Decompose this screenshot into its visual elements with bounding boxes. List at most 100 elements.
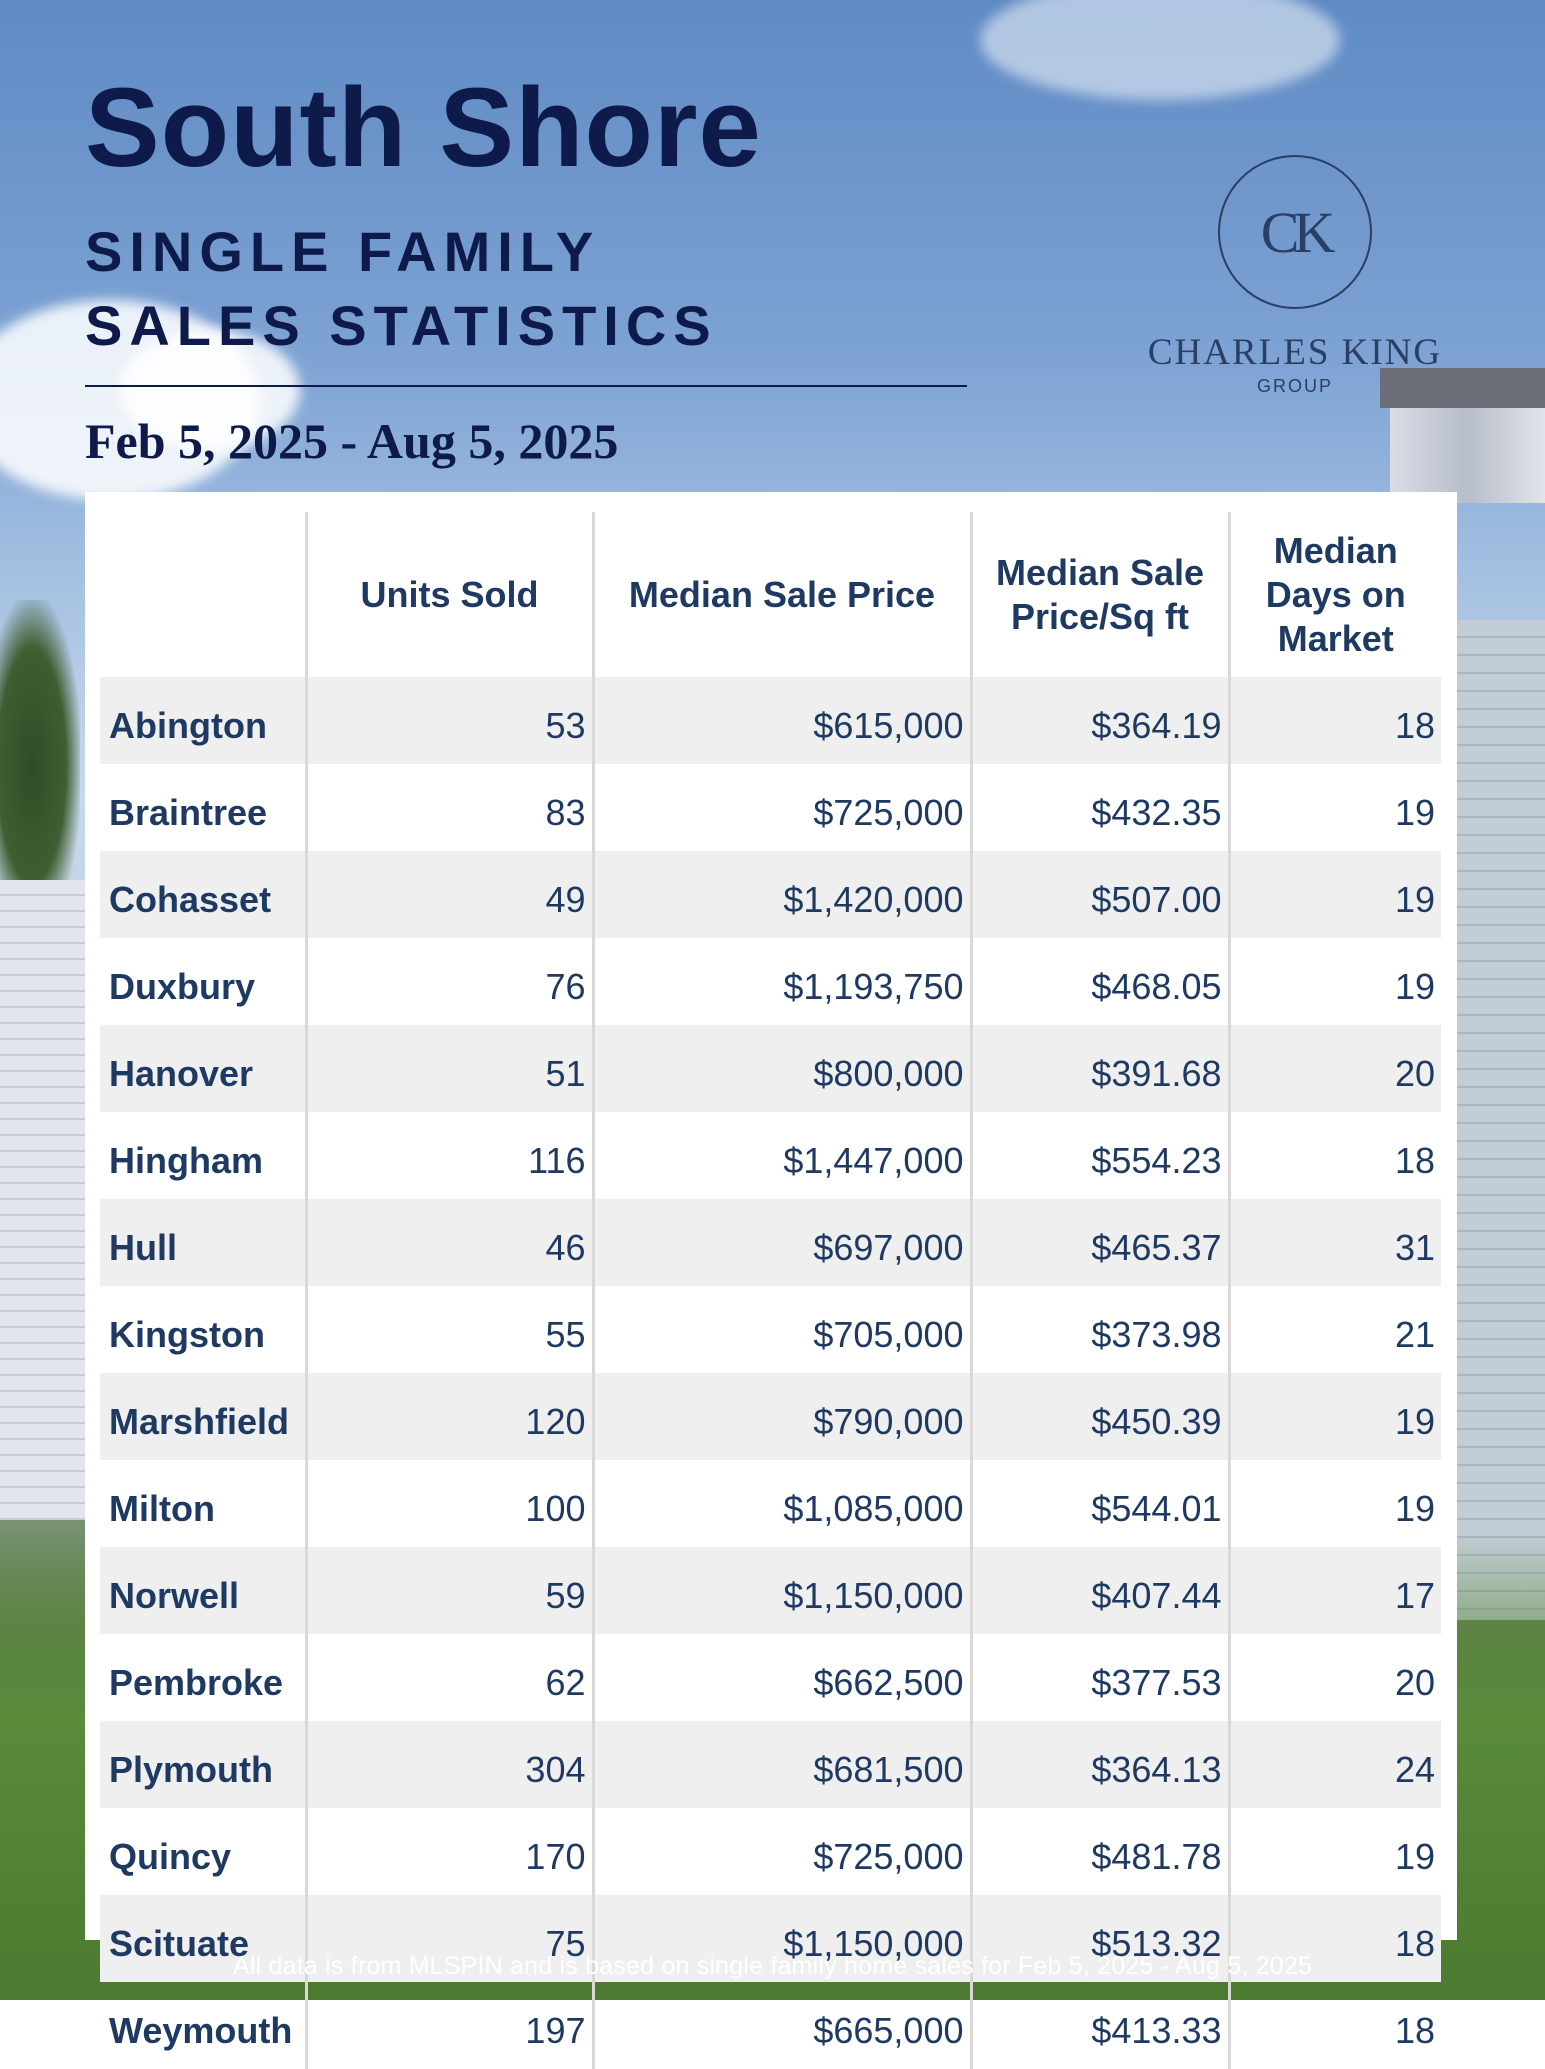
cell-median-days-on-market: 18: [1227, 677, 1441, 764]
cloud: [980, 0, 1340, 100]
cell-median-price-sqft: $507.00: [969, 851, 1229, 938]
table-row: Hull 46 $697,000 $465.37 31: [100, 1199, 1441, 1286]
company-logo: CK CHARLES KING GROUP: [1130, 155, 1460, 397]
subtitle-line-2: SALES STATISTICS: [85, 294, 718, 357]
logo-name: CHARLES KING: [1147, 332, 1443, 373]
cell-units-sold: 49: [304, 851, 593, 938]
cell-median-days-on-market: 19: [1227, 1460, 1441, 1547]
cell-median-sale-price: $725,000: [591, 1808, 971, 1895]
cell-median-price-sqft: $373.98: [969, 1286, 1229, 1373]
house-siding-left: [0, 880, 95, 1520]
cell-median-sale-price: $615,000: [591, 677, 971, 764]
table-header-row: Units Sold Median Sale Price Median Sale…: [100, 512, 1441, 677]
table-row: Weymouth 197 $665,000 $413.33 18: [100, 1982, 1441, 2069]
cell-units-sold: 46: [304, 1199, 593, 1286]
table-row: Milton 100 $1,085,000 $544.01 19: [100, 1460, 1441, 1547]
table-row: Duxbury 76 $1,193,750 $468.05 19: [100, 938, 1441, 1025]
table-row: Cohasset 49 $1,420,000 $507.00 19: [100, 851, 1441, 938]
cell-median-sale-price: $681,500: [591, 1721, 971, 1808]
cloud: [120, 330, 300, 450]
table-row: Braintree 83 $725,000 $432.35 19: [100, 764, 1441, 851]
cell-town: Braintree: [109, 791, 268, 833]
date-range: Feb 5, 2025 - Aug 5, 2025: [85, 413, 619, 469]
cell-units-sold: 55: [304, 1286, 593, 1373]
cell-town: Duxbury: [109, 965, 256, 1007]
cell-median-sale-price: $1,150,000: [591, 1547, 971, 1634]
cell-median-days-on-market: 17: [1227, 1547, 1441, 1634]
cell-units-sold: 100: [304, 1460, 593, 1547]
logo-group: GROUP: [1256, 376, 1333, 396]
table-row: Marshfield 120 $790,000 $450.39 19: [100, 1373, 1441, 1460]
title-divider: [85, 385, 967, 387]
column-header-median-price-sqft: Median Sale Price/Sq ft: [969, 512, 1229, 677]
cell-town: Kingston: [109, 1313, 265, 1355]
cell-median-days-on-market: 31: [1227, 1199, 1441, 1286]
cell-median-sale-price: $662,500: [591, 1634, 971, 1721]
cell-units-sold: 116: [304, 1112, 593, 1199]
cell-median-days-on-market: 18: [1227, 1895, 1441, 1982]
cell-median-days-on-market: 24: [1227, 1721, 1441, 1808]
cell-units-sold: 170: [304, 1808, 593, 1895]
column-header-town: [100, 512, 306, 677]
cell-town: Pembroke: [109, 1661, 284, 1703]
cell-median-price-sqft: $513.32: [969, 1895, 1229, 1982]
cell-town: Cohasset: [100, 851, 306, 938]
cell-median-sale-price: $665,000: [591, 1982, 971, 2069]
cell-median-sale-price: $1,447,000: [591, 1112, 971, 1199]
cell-units-sold: 59: [304, 1547, 593, 1634]
cell-median-price-sqft: $554.23: [969, 1112, 1229, 1199]
cell-units-sold: 76: [304, 938, 593, 1025]
table-row: Pembroke 62 $662,500 $377.53 20: [100, 1634, 1441, 1721]
cell-units-sold: 75: [304, 1895, 593, 1982]
stats-panel: Units Sold Median Sale Price Median Sale…: [85, 492, 1457, 2069]
cell-units-sold: 304: [304, 1721, 593, 1808]
cell-median-sale-price: $725,000: [591, 764, 971, 851]
cell-median-price-sqft: $407.44: [969, 1547, 1229, 1634]
cell-town: Quincy: [109, 1835, 232, 1877]
cell-town: Hingham: [109, 1139, 264, 1181]
cell-units-sold: 51: [304, 1025, 593, 1112]
column-header-median-sale-price: Median Sale Price: [591, 512, 971, 677]
sales-table: Units Sold Median Sale Price Median Sale…: [100, 512, 1441, 2069]
table-row: Kingston 55 $705,000 $373.98 21: [100, 1286, 1441, 1373]
cell-units-sold: 197: [304, 1982, 593, 2069]
cell-town: Marshfield: [100, 1373, 306, 1460]
cell-median-price-sqft: $391.68: [969, 1025, 1229, 1112]
cell-town: Plymouth: [100, 1721, 306, 1808]
cell-median-sale-price: $1,193,750: [591, 938, 971, 1025]
cell-median-days-on-market: 19: [1227, 764, 1441, 851]
cell-median-days-on-market: 20: [1227, 1634, 1441, 1721]
cell-median-days-on-market: 20: [1227, 1025, 1441, 1112]
cell-median-price-sqft: $413.33: [969, 1982, 1229, 2069]
table-row: Norwell 59 $1,150,000 $407.44 17: [100, 1547, 1441, 1634]
cell-units-sold: 53: [304, 677, 593, 764]
cell-median-sale-price: $1,420,000: [591, 851, 971, 938]
tree: [0, 600, 80, 930]
cell-median-price-sqft: $364.19: [969, 677, 1229, 764]
cell-median-sale-price: $1,150,000: [591, 1895, 971, 1982]
cell-town: Milton: [109, 1487, 215, 1529]
cell-town: Scituate: [100, 1895, 306, 1982]
table-row: Hanover 51 $800,000 $391.68 20: [100, 1025, 1441, 1112]
data-source-footnote: All data is from MLSPIN and is based on …: [232, 1952, 1313, 1980]
cell-median-price-sqft: $468.05: [969, 938, 1229, 1025]
cell-median-days-on-market: 21: [1227, 1286, 1441, 1373]
cell-median-days-on-market: 19: [1227, 1808, 1441, 1895]
column-header-median-days-on-market: Median Days on Market: [1227, 512, 1441, 677]
cell-units-sold: 62: [304, 1634, 593, 1721]
cell-median-days-on-market: 19: [1227, 1373, 1441, 1460]
chimney-cap: [1380, 368, 1545, 408]
page-subtitle: SINGLE FAMILY SALES STATISTICS: [85, 215, 718, 363]
cell-median-sale-price: $790,000: [591, 1373, 971, 1460]
cell-median-price-sqft: $432.35: [969, 764, 1229, 851]
cell-median-price-sqft: $465.37: [969, 1199, 1229, 1286]
cell-town: Norwell: [100, 1547, 306, 1634]
cell-median-sale-price: $705,000: [591, 1286, 971, 1373]
table-row: Hingham 116 $1,447,000 $554.23 18: [100, 1112, 1441, 1199]
cell-units-sold: 120: [304, 1373, 593, 1460]
cell-town: Weymouth: [109, 2009, 293, 2051]
subtitle-line-1: SINGLE FAMILY: [85, 220, 601, 283]
table-row: Plymouth 304 $681,500 $364.13 24: [100, 1721, 1441, 1808]
cell-median-days-on-market: 19: [1227, 851, 1441, 938]
cell-units-sold: 83: [304, 764, 593, 851]
